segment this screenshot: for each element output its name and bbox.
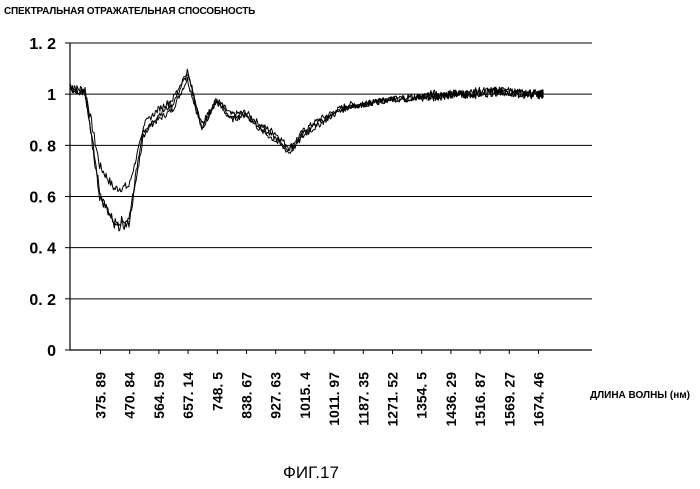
y-tick-label: 0. 8: [29, 138, 56, 155]
x-tick-label: 1187. 35: [355, 372, 371, 426]
x-tick-label: 375. 89: [93, 372, 109, 419]
x-tick-label: 1015. 4: [297, 372, 313, 419]
x-tick-label: 1354. 5: [414, 372, 430, 419]
x-tick-label: 1674. 46: [531, 372, 547, 427]
axes: [65, 43, 592, 354]
y-tick-label: 0. 2: [29, 292, 56, 309]
y-tick-label: 0. 4: [29, 241, 56, 258]
y-tick-label: 0. 6: [29, 190, 56, 207]
x-tick-label: 470. 84: [122, 372, 138, 419]
x-tick-label: 1271. 52: [385, 372, 401, 427]
x-tick-label: 657. 14: [180, 372, 196, 419]
y-tick-label: 1: [47, 87, 56, 104]
grid-lines: [70, 43, 592, 350]
x-tick-label: 838. 67: [239, 372, 255, 419]
x-tick-label: 1569. 27: [501, 372, 517, 427]
y-tick-label: 1. 2: [29, 36, 56, 53]
series-line: [71, 74, 544, 231]
x-tick-label: 748. 5: [209, 372, 225, 411]
y-tick-label: 0: [47, 343, 56, 360]
x-tick-label: 1516. 87: [472, 372, 488, 427]
y-tick-labels: 0 0. 2 0. 4 0. 6 0. 8 1 1. 2: [29, 36, 56, 360]
x-tick-label: 1011. 97: [326, 372, 342, 426]
series-lines: [71, 69, 544, 231]
x-tick-label: 927. 63: [268, 372, 284, 419]
x-tick-label: 1436. 29: [443, 372, 459, 427]
x-tick-labels: 375. 89 470. 84 564. 59 657. 14 748. 5 838. 6…: [93, 372, 547, 427]
x-tick-label: 564. 59: [151, 372, 167, 419]
